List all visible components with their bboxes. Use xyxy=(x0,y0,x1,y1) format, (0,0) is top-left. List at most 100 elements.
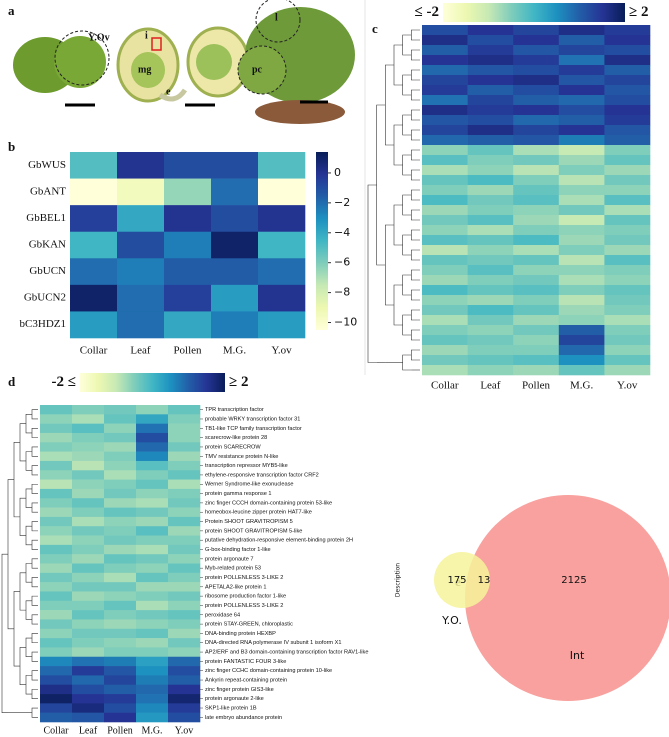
heatmap-cell xyxy=(40,638,73,648)
heatmap-cell xyxy=(72,442,105,452)
dendrogram xyxy=(411,169,420,181)
heatmap-cell xyxy=(40,582,73,592)
heatmap-cell xyxy=(558,275,605,286)
heatmap-cell xyxy=(422,25,468,36)
heatmap-cell xyxy=(558,315,605,326)
dendrogram xyxy=(25,451,32,471)
annotation: mg xyxy=(138,64,151,75)
heatmap-cell xyxy=(72,684,105,695)
dendrogram xyxy=(31,521,38,532)
panel-letter: d xyxy=(8,374,16,389)
heatmap-cell xyxy=(72,572,105,583)
heatmap-cell xyxy=(136,638,169,648)
heatmap-cell xyxy=(558,145,605,156)
heatmap-cell xyxy=(72,535,105,546)
heatmap-cell xyxy=(104,488,137,499)
heatmap-cell xyxy=(604,135,651,146)
row-label: GbWUS xyxy=(28,159,66,171)
heatmap-cell xyxy=(513,75,560,86)
photo-panel: a Y.Ov i mg e l pc xyxy=(8,0,355,124)
row-label: homeobox-leucine zipper protein HAT7-lik… xyxy=(205,510,312,516)
heatmap-cell xyxy=(422,195,468,206)
heatmap-cell xyxy=(558,305,605,316)
dendrogram xyxy=(411,249,420,261)
dendrogram xyxy=(411,109,420,121)
heatmap-cell xyxy=(558,295,605,306)
heatmap-cell xyxy=(40,675,73,686)
heatmap-cell xyxy=(136,666,169,676)
heatmap-cell xyxy=(422,45,468,56)
panel-letter: a xyxy=(8,3,15,18)
heatmap-cell xyxy=(467,285,514,296)
heatmap-cell xyxy=(513,105,560,116)
heatmap-cell xyxy=(136,563,169,574)
heatmap-cell xyxy=(136,582,169,592)
row-label: GbUCN2 xyxy=(24,292,66,304)
heatmap-cell xyxy=(164,311,212,339)
heatmap-cell xyxy=(258,205,306,233)
dendrogram xyxy=(402,34,412,56)
heatmap-cell xyxy=(168,703,201,713)
heatmap-cell xyxy=(104,451,137,462)
heatmap-cell xyxy=(422,125,468,136)
dendrogram xyxy=(19,423,26,462)
heatmap-cell xyxy=(40,694,73,704)
colorbar xyxy=(80,373,225,392)
heatmap-cell xyxy=(604,365,651,376)
colorbar-tick-label: 0 xyxy=(334,166,341,179)
heatmap-cell xyxy=(136,414,169,424)
heatmap-cell xyxy=(513,275,560,286)
heatmap-cell xyxy=(467,55,514,66)
heatmap-cell xyxy=(72,694,105,704)
row-label: Ankyrin repeat-containing protein xyxy=(205,678,287,684)
heatmap-cell xyxy=(513,155,560,166)
heatmap-cell xyxy=(168,619,201,630)
heatmap-cell xyxy=(104,423,137,434)
heatmap-cell xyxy=(211,311,259,339)
row-label: protein STAY-GREEN, chloroplastic xyxy=(205,622,293,628)
heatmap-cell xyxy=(40,526,73,536)
heatmap-cell xyxy=(558,285,605,296)
heatmap-cell xyxy=(136,405,169,415)
heatmap-cell xyxy=(604,195,651,206)
heatmap-cell xyxy=(168,694,201,704)
dendrogram xyxy=(25,563,32,583)
heatmap-cell xyxy=(164,258,212,286)
heatmap-cell xyxy=(513,225,560,236)
heatmap-cell xyxy=(513,355,560,366)
row-label: TMV resistance protein N-like xyxy=(205,454,278,460)
heatmap-cell xyxy=(558,95,605,106)
row-label: APETALA2-like protein 1 xyxy=(205,584,266,590)
heatmap-cell xyxy=(604,315,651,326)
heatmap-cell xyxy=(104,647,137,658)
dendrogram xyxy=(31,502,38,513)
heatmap-cell xyxy=(513,65,560,76)
heatmap-cell xyxy=(422,355,468,366)
heatmap-cell xyxy=(40,479,73,490)
highlight-box xyxy=(151,37,162,51)
heatmap-cell xyxy=(604,205,651,216)
heatmap-cell xyxy=(211,152,259,179)
heatmap-cell xyxy=(168,432,201,443)
heatmap-cell xyxy=(168,414,201,424)
heatmap-cell xyxy=(72,703,105,713)
heatmap-cell xyxy=(104,619,137,630)
heatmap-cell xyxy=(164,231,212,259)
heatmap-cell xyxy=(72,675,105,686)
colorbar-tick-label: −2 xyxy=(334,196,350,209)
heatmap-cell xyxy=(558,85,605,96)
heatmap-cell xyxy=(422,225,468,236)
heatmap-cell xyxy=(136,451,169,462)
heatmap-cell xyxy=(136,675,169,686)
heatmap-cell xyxy=(604,355,651,366)
heatmap-cell xyxy=(40,405,73,415)
dendrogram xyxy=(31,651,38,662)
dendrogram xyxy=(393,204,403,246)
colorbar-tick-label: −10 xyxy=(334,316,357,329)
heatmap-cell xyxy=(604,105,651,116)
dendrogram xyxy=(411,149,420,161)
heatmap-cell xyxy=(168,554,201,564)
dendrogram xyxy=(376,104,386,266)
heatmap-cell xyxy=(168,572,201,583)
